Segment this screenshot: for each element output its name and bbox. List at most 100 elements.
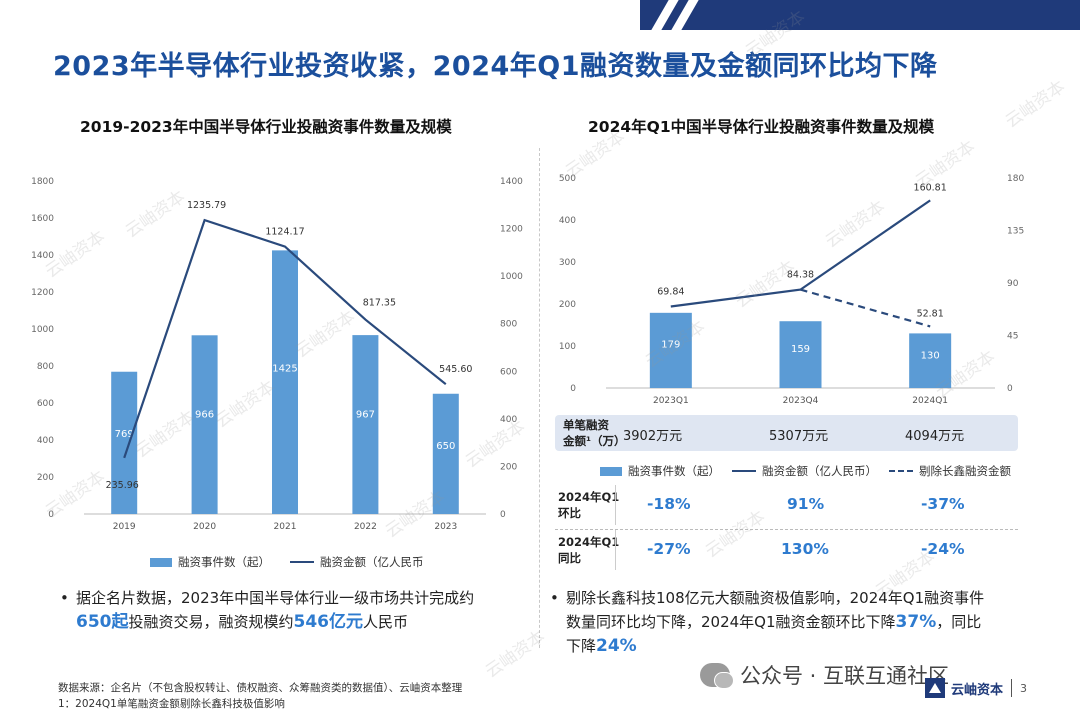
- yoy-value: 130%: [781, 540, 829, 558]
- x-tick-label: 2022: [354, 522, 377, 532]
- qoq-row: 2024年Q1 环比 -18% 91% -37%: [555, 485, 1018, 530]
- line-data-label: 84.38: [787, 270, 814, 281]
- y-left-tick: 400: [559, 216, 576, 226]
- bar-label: 179: [661, 339, 680, 350]
- bar: [779, 321, 822, 388]
- series-line: [123, 218, 447, 459]
- qoq-label: 2024年Q1 环比: [558, 489, 619, 521]
- bar-label: 159: [791, 344, 810, 355]
- wechat-icon: [700, 663, 734, 689]
- line-data-label: 235.96: [106, 480, 139, 491]
- y-left-tick: 100: [559, 342, 576, 352]
- panel-divider: [539, 148, 540, 648]
- y-left-tick: 1200: [31, 288, 54, 298]
- y-left-tick: 800: [37, 362, 54, 372]
- y-left-tick: 300: [559, 258, 576, 268]
- y-right-tick: 800: [500, 320, 517, 330]
- y-right-tick: 180: [1007, 174, 1024, 184]
- right-chart: 0 100 200 300 400 500 0 45 90 135 180 179 159 130 2023…: [559, 174, 1025, 406]
- y-left-tick: 600: [37, 399, 54, 409]
- y-left-tick: 1800: [31, 177, 54, 187]
- bullet-right-text: 剔除长鑫科技108亿元大额融资极值影响，2024年Q1融资事件: [566, 589, 985, 607]
- bullet-left-text: 人民币: [363, 613, 409, 631]
- x-tick-label: 2023: [434, 522, 457, 532]
- single-amount-label-line2: 金额¹（万）: [563, 434, 626, 448]
- wechat-account: 公众号 · 互联互通社区: [700, 660, 949, 690]
- y-left-tick: 1600: [31, 214, 54, 224]
- left-chart-title: 2019-2023年中国半导体行业投融资事件数量及规模: [80, 118, 452, 136]
- y-left-tick: 400: [37, 436, 54, 446]
- data-source-note: 数据来源：企名片（不包含股权转让、债权融资、众筹融资类的数据值）、云岫资本整理 …: [58, 680, 462, 712]
- legend-dash-swatch: [889, 470, 913, 472]
- line-data-label: 1124.17: [265, 227, 304, 238]
- brand-footer: 云岫资本 3: [925, 675, 1027, 701]
- x-tick-label: 2023Q4: [783, 396, 819, 406]
- yoy-row: 2024年Q1 同比 -27% 130% -24%: [555, 530, 1018, 570]
- right-chart-title: 2024年Q1中国半导体行业投融资事件数量及规模: [588, 118, 935, 136]
- bullet-right-text: 数量同环比均下降，2024年Q1融资金额环比下降: [566, 613, 896, 631]
- line-data-label: 52.81: [917, 308, 944, 319]
- legend-bar-label: 融资事件数（起）: [178, 555, 270, 569]
- bullet-right: • 剔除长鑫科技108亿元大额融资极值影响，2024年Q1融资事件 数量同环比均…: [550, 589, 985, 656]
- legend-dash-label: 剔除长鑫融资金额: [919, 464, 1011, 478]
- right-chart-legend: 融资事件数（起） 融资金额（亿人民币） 剔除长鑫融资金额: [600, 463, 1011, 479]
- y-right-tick: 200: [500, 462, 517, 472]
- x-tick-label: 2024Q1: [912, 396, 948, 406]
- bullet-right-pct: 24%: [596, 636, 637, 656]
- x-tick-label: 2020: [193, 522, 216, 532]
- line-data-label: 1235.79: [187, 200, 226, 211]
- yoy-value: -24%: [921, 540, 965, 558]
- legend-line-swatch: [290, 561, 314, 563]
- single-amount-value: 4094万元: [905, 429, 965, 444]
- qoq-value: -37%: [921, 495, 965, 513]
- bar-label: 130: [921, 351, 940, 362]
- source-line: 数据来源：企名片（不包含股权转让、债权融资、众筹融资类的数据值）、云岫资本整理: [58, 682, 463, 694]
- line-data-label: 545.60: [439, 364, 472, 375]
- line-data-label: 817.35: [363, 298, 396, 309]
- bar: [649, 312, 692, 388]
- y-left-tick: 0: [570, 384, 576, 394]
- yoy-label: 2024年Q1 同比: [558, 534, 619, 566]
- line-data-label: 160.81: [914, 182, 947, 193]
- y-right-tick: 1200: [500, 225, 523, 235]
- page-number: 3: [1020, 681, 1028, 695]
- bar: [111, 371, 138, 514]
- bar: [272, 250, 298, 514]
- y-left-tick: 500: [559, 174, 576, 184]
- legend-line-label: 融资金额（亿人民币: [320, 555, 424, 569]
- yoy-value: -27%: [647, 540, 691, 558]
- bar-label: 966: [195, 409, 214, 420]
- bullet-left: • 据企名片数据，2023年中国半导体行业一级市场共计完成约 650起投融资交易…: [60, 589, 475, 632]
- legend-bar-swatch: [150, 557, 172, 567]
- left-chart: 0 200 400 600 800 1000 1200 1400 1600 1800 0 200 400…: [31, 177, 523, 532]
- x-tick-label: 2021: [274, 522, 297, 532]
- yoy-label-line1: 2024年Q1: [558, 535, 620, 549]
- top-banner: [0, 0, 1080, 30]
- qoq-value: -18%: [647, 495, 691, 513]
- yoy-label-line2: 同比: [558, 551, 581, 565]
- bar-label: 1425: [272, 364, 297, 375]
- y-left-tick: 1400: [31, 251, 54, 261]
- brand-name: 云岫资本: [951, 682, 1004, 698]
- y-left-tick: 0: [48, 510, 54, 520]
- footer-separator: [1011, 679, 1013, 697]
- row-separator: [615, 530, 616, 570]
- y-right-tick: 135: [1007, 227, 1024, 237]
- y-right-tick: 90: [1007, 279, 1019, 289]
- y-right-tick: 1000: [500, 272, 523, 282]
- y-right-tick: 0: [500, 510, 506, 520]
- bullet-right-text: ，同比: [936, 613, 982, 631]
- bar: [191, 335, 218, 514]
- footnote-line: 1：2024Q1单笔融资金额剔除长鑫科技极值影响: [58, 698, 285, 710]
- series-dashed-line: [800, 288, 931, 328]
- bar: [432, 393, 459, 514]
- y-right-tick: 400: [500, 415, 517, 425]
- bullet-right-pct: 37%: [895, 612, 937, 632]
- qoq-label-line1: 2024年Q1: [558, 490, 620, 504]
- watermark: 云岫资本: [1001, 76, 1070, 133]
- wechat-account-name: 公众号 · 互联互通社区: [740, 664, 950, 688]
- y-right-tick: 45: [1007, 332, 1018, 342]
- y-left-tick: 200: [559, 300, 576, 310]
- left-chart-legend: 融资事件数（起） 融资金额（亿人民币: [150, 554, 424, 570]
- legend-line-swatch: [732, 470, 756, 472]
